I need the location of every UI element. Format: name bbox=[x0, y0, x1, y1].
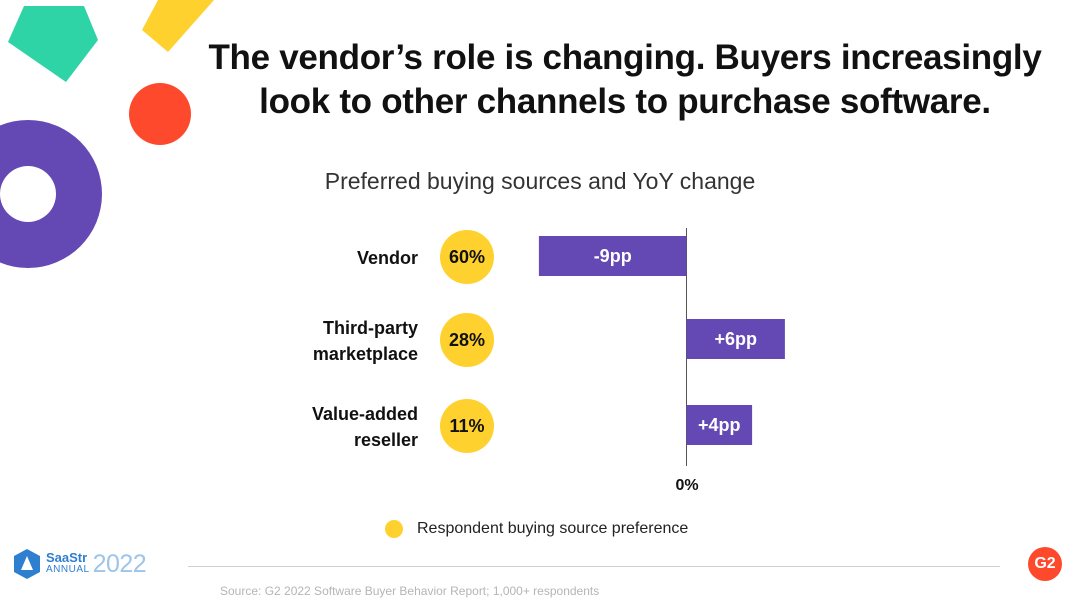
yoy-bar-label: +6pp bbox=[714, 329, 757, 349]
yoy-bar bbox=[686, 405, 753, 445]
zero-axis-label: 0% bbox=[675, 477, 699, 494]
yoy-bar-label: -9pp bbox=[594, 246, 632, 266]
chart-title: Preferred buying sources and YoY change bbox=[324, 168, 756, 194]
category-label-line: Value-added bbox=[311, 404, 418, 424]
saastr-annual-text: ANNUAL bbox=[46, 564, 90, 575]
bars-group: -9pp +6pp +4pp bbox=[538, 236, 785, 445]
legend-label: Respondent buying source preference bbox=[417, 520, 689, 537]
saastr-shield-icon bbox=[14, 549, 40, 579]
saastr-year: 2022 bbox=[92, 549, 147, 578]
preference-bubble-third-party-marketplace: 28% bbox=[440, 313, 494, 367]
category-label-line: marketplace bbox=[312, 344, 418, 364]
saastr-name: SaaStr bbox=[46, 550, 88, 565]
category-label-line: Vendor bbox=[356, 248, 418, 268]
g2-logo-icon: G2 bbox=[1028, 547, 1062, 581]
category-label-line: Third-party bbox=[322, 318, 418, 338]
saastr-annual-logo: SaaStr ANNUAL 2022 bbox=[12, 548, 147, 580]
yoy-bar bbox=[686, 319, 785, 359]
preference-bubble-vendor: 60% bbox=[440, 230, 494, 284]
decorative-shapes bbox=[0, 0, 214, 268]
yellow-bar-shape bbox=[142, 0, 214, 52]
legend: Respondent buying source preference bbox=[385, 520, 688, 538]
category-label-line: reseller bbox=[353, 430, 418, 450]
preference-bubble-value-added-reseller: 11% bbox=[440, 399, 494, 453]
teal-hexagon-shape bbox=[8, 6, 98, 82]
purple-ring-shape bbox=[0, 120, 102, 268]
legend-swatch bbox=[385, 520, 403, 538]
yoy-bar-label: +4pp bbox=[698, 415, 741, 435]
slide-title-line-1: The vendor’s role is changing. Buyers in… bbox=[208, 38, 1042, 77]
category-label-third-party-marketplace: Third-party marketplace bbox=[218, 315, 418, 367]
slide-title-line-2: look to other channels to purchase softw… bbox=[259, 82, 991, 121]
category-label-vendor: Vendor bbox=[218, 245, 418, 271]
category-label-value-added-reseller: Value-added reseller bbox=[218, 401, 418, 453]
slide-title: The vendor’s role is changing. Buyers in… bbox=[180, 36, 1070, 124]
footer-divider bbox=[188, 566, 1000, 567]
source-note: Source: G2 2022 Software Buyer Behavior … bbox=[220, 584, 600, 598]
red-circle-shape bbox=[129, 83, 191, 145]
yoy-bar bbox=[538, 236, 687, 276]
